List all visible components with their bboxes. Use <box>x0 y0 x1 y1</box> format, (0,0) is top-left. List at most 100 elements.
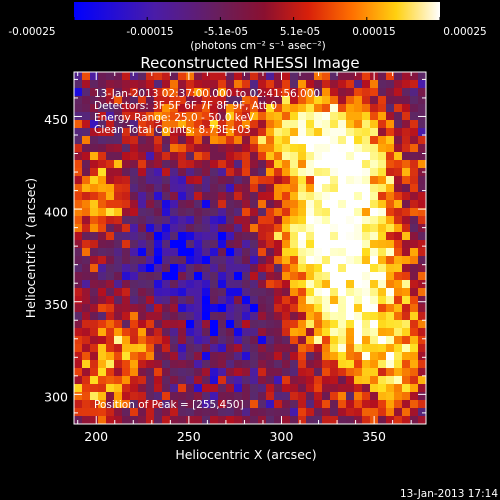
heatmap-cell <box>282 304 291 313</box>
heatmap-cell <box>234 280 243 289</box>
heatmap-cell <box>186 304 195 313</box>
heatmap-cell <box>178 280 187 289</box>
heatmap-cell <box>242 184 251 193</box>
heatmap-cell <box>338 112 347 121</box>
heatmap-cell <box>258 248 267 257</box>
heatmap-cell <box>282 312 291 321</box>
heatmap-cell <box>314 184 323 193</box>
heatmap-cell <box>138 408 147 417</box>
heatmap-cell <box>386 120 395 129</box>
heatmap-cell <box>322 96 331 105</box>
heatmap-cell <box>378 408 387 417</box>
heatmap-cell <box>242 336 251 345</box>
heatmap-cell <box>250 136 259 145</box>
heatmap-cell <box>338 272 347 281</box>
heatmap-cell <box>314 104 323 113</box>
heatmap-cell <box>346 128 355 137</box>
heatmap-cell <box>346 288 355 297</box>
heatmap-cell <box>282 200 291 209</box>
heatmap-cell <box>354 88 363 97</box>
heatmap-cell <box>178 376 187 385</box>
heatmap-cell <box>202 344 211 353</box>
heatmap-cell <box>330 72 339 81</box>
heatmap-cell <box>234 232 243 241</box>
heatmap-cell <box>226 360 235 369</box>
heatmap-cell <box>322 88 331 97</box>
heatmap-cell <box>394 248 403 257</box>
heatmap-cell <box>394 216 403 225</box>
heatmap-cell <box>130 160 139 169</box>
heatmap-cell <box>282 264 291 273</box>
heatmap-cell <box>186 272 195 281</box>
heatmap-cell <box>418 240 426 249</box>
heatmap-cell <box>250 208 259 217</box>
heatmap-cell <box>250 304 259 313</box>
heatmap-cell <box>298 248 307 257</box>
heatmap-cell <box>354 72 363 81</box>
heatmap-cell <box>138 112 147 121</box>
heatmap-cell <box>186 208 195 217</box>
heatmap-cell <box>210 104 219 113</box>
heatmap-cell <box>274 152 283 161</box>
colorbar-tick-label: -0.00025 <box>8 26 55 38</box>
heatmap-cell <box>154 72 163 81</box>
heatmap-cell <box>162 144 171 153</box>
heatmap-cell <box>226 320 235 329</box>
heatmap-cell <box>306 152 315 161</box>
heatmap-cell <box>266 112 275 121</box>
heatmap-cell <box>306 328 315 337</box>
heatmap-cell <box>98 104 107 113</box>
heatmap-cell <box>242 72 251 81</box>
heatmap-cell <box>266 80 275 89</box>
heatmap-cell <box>314 264 323 273</box>
heatmap-cell <box>290 128 299 137</box>
heatmap-cell <box>322 208 331 217</box>
heatmap-cell <box>394 384 403 393</box>
heatmap-cell <box>338 128 347 137</box>
heatmap-cell <box>170 144 179 153</box>
heatmap-cell <box>402 392 411 401</box>
x-axis-label: Heliocentric X (arcsec) <box>175 447 316 462</box>
heatmap-cell <box>194 136 203 145</box>
heatmap-cell <box>290 408 299 417</box>
heatmap-cell <box>410 128 419 137</box>
heatmap-cell <box>394 400 403 409</box>
heatmap-cell <box>330 200 339 209</box>
heatmap-cell <box>410 368 419 377</box>
heatmap-cell <box>146 368 155 377</box>
heatmap-cell <box>282 208 291 217</box>
heatmap-cell <box>154 224 163 233</box>
heatmap-cell <box>234 240 243 249</box>
heatmap-cell <box>378 344 387 353</box>
heatmap-cell <box>266 416 275 424</box>
heatmap-cell <box>90 400 99 409</box>
heatmap-cell <box>130 272 139 281</box>
heatmap-cell <box>210 408 219 417</box>
heatmap-cell <box>322 320 331 329</box>
heatmap-cell <box>418 200 426 209</box>
heatmap-cell <box>138 192 147 201</box>
heatmap-cell <box>266 400 275 409</box>
heatmap-cell <box>370 264 379 273</box>
heatmap-cell <box>394 328 403 337</box>
heatmap-cell <box>266 144 275 153</box>
heatmap-cell <box>394 288 403 297</box>
heatmap-cell <box>370 240 379 249</box>
heatmap-cell <box>298 224 307 233</box>
heatmap-cell <box>346 320 355 329</box>
heatmap-cell <box>242 392 251 401</box>
heatmap-cell <box>362 216 371 225</box>
heatmap-cell <box>186 320 195 329</box>
heatmap-cell <box>234 248 243 257</box>
heatmap-cell <box>146 96 155 105</box>
heatmap-cell <box>234 336 243 345</box>
heatmap-cell <box>146 184 155 193</box>
heatmap-cell <box>386 368 395 377</box>
heatmap-cell <box>298 216 307 225</box>
heatmap-cell <box>146 328 155 337</box>
heatmap-cell <box>290 312 299 321</box>
heatmap-cell <box>258 344 267 353</box>
heatmap-cell <box>330 272 339 281</box>
heatmap-cell <box>226 200 235 209</box>
heatmap-cell <box>282 232 291 241</box>
